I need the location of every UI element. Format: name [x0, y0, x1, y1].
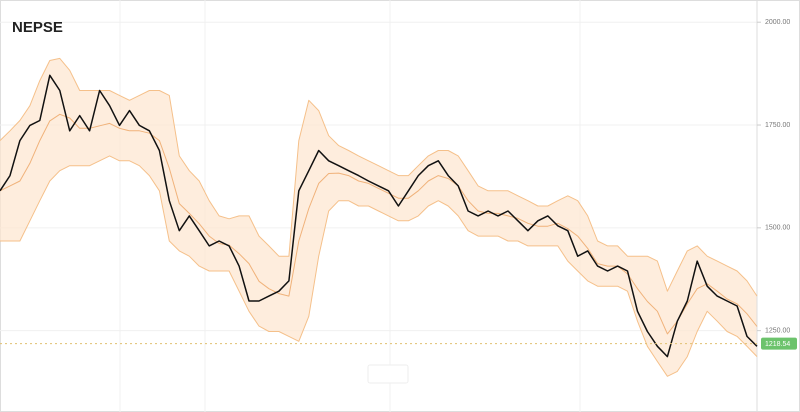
last-price-box — [761, 337, 797, 350]
y-tick-label: 1500.00 — [765, 225, 790, 232]
band-area — [0, 58, 757, 377]
chart-title: NEPSE — [12, 19, 63, 36]
y-tick-label: 2000.00 — [765, 19, 790, 26]
y-tick-label: 1250.00 — [765, 327, 790, 334]
last-price-label: 1218.54 — [765, 341, 790, 348]
band-line — [0, 113, 758, 335]
scroll-handle[interactable] — [367, 364, 409, 384]
band-line — [0, 57, 758, 297]
price-line — [0, 74, 758, 358]
band-line — [0, 155, 758, 377]
y-tick-label: 1750.00 — [765, 122, 790, 129]
